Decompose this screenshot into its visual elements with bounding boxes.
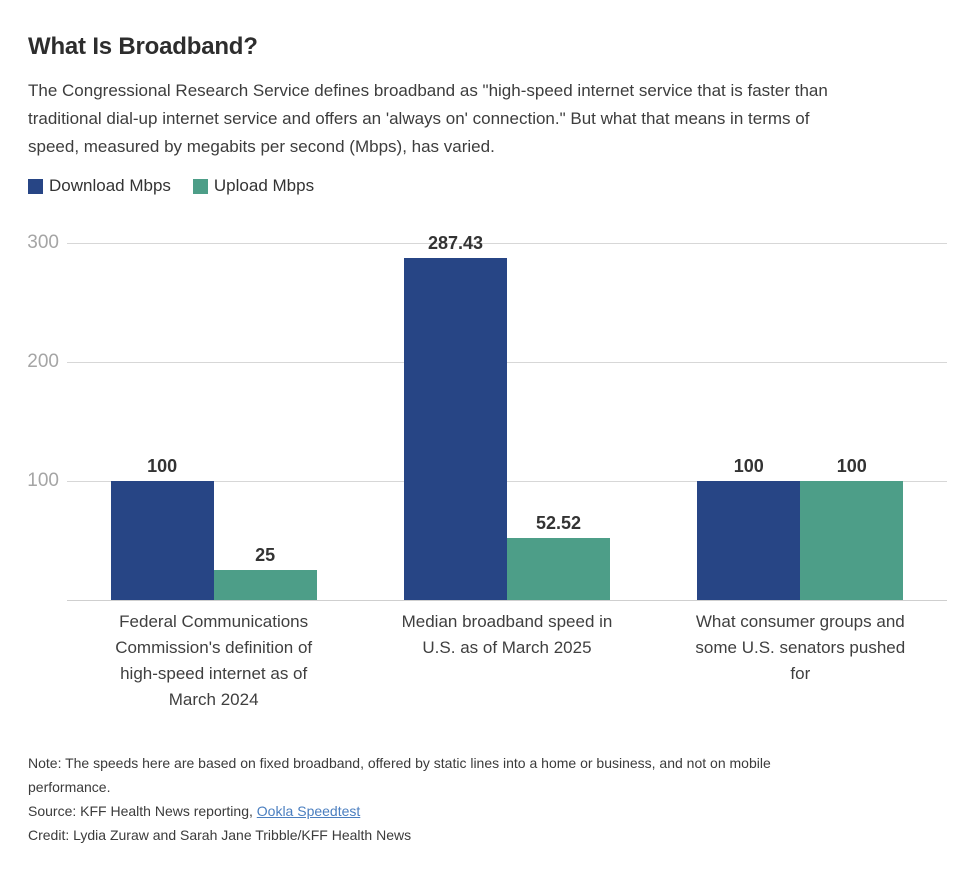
x-label-cell-2: Median broadband speed in U.S. as of Mar… xyxy=(360,609,653,713)
upload-swatch-icon xyxy=(192,178,208,194)
plot-area: 100 200 300 100 25 287.43 52.52 100 100 xyxy=(27,233,947,601)
bar-group-2: 287.43 52.52 xyxy=(360,233,653,600)
chart-footer: Note: The speeds here are based on fixed… xyxy=(28,751,950,847)
gridline-300 xyxy=(67,242,947,244)
footer-note: Note: The speeds here are based on fixed… xyxy=(28,755,771,795)
x-axis-category-label-3: What consumer groups and some U.S. senat… xyxy=(695,612,906,683)
bar-group-3: 100 100 xyxy=(654,243,947,600)
legend-label-download: Download Mbps xyxy=(49,176,171,195)
bar-value-label: 52.52 xyxy=(535,512,582,533)
x-axis-baseline xyxy=(67,599,947,601)
source-link[interactable]: Ookla Speedtest xyxy=(256,803,361,819)
footer-credit: Credit: Lydia Zuraw and Sarah Jane Tribb… xyxy=(28,827,412,843)
x-axis-category-label-2: Median broadband speed in U.S. as of Mar… xyxy=(401,612,613,657)
legend-item-download: Download Mbps xyxy=(28,176,171,196)
bar-value-label: 25 xyxy=(255,545,276,566)
bar-upload-group-2: 52.52 xyxy=(506,513,610,600)
bar-value-label: 287.43 xyxy=(427,232,484,253)
download-swatch-icon xyxy=(28,178,43,194)
gridline-200 xyxy=(67,361,947,363)
bar-upload-group-1: 25 xyxy=(213,545,317,600)
gridline-100 xyxy=(67,480,947,482)
bar-value-label: 100 xyxy=(733,456,764,476)
bar-value-label: 100 xyxy=(147,456,178,476)
bar-download-group-2: 287.43 xyxy=(403,233,507,600)
legend-label-upload: Upload Mbps xyxy=(213,176,315,195)
chart-description: The Congressional Research Service defin… xyxy=(28,81,828,156)
x-axis-category-label-1: Federal Communications Commission's defi… xyxy=(115,612,313,709)
bar-upload-group-3: 100 xyxy=(800,456,904,600)
bar-download-group-3: 100 xyxy=(697,456,801,600)
y-axis-tick-label-100: 100 xyxy=(27,470,59,492)
x-label-cell-3: What consumer groups and some U.S. senat… xyxy=(654,609,947,713)
chart-title: What Is Broadband? xyxy=(28,33,258,60)
x-axis-labels: Federal Communications Commission's defi… xyxy=(67,609,947,713)
chart-legend: Download Mbps Upload Mbps xyxy=(28,176,950,196)
bar-chart: 100 200 300 100 25 287.43 52.52 100 100 Federal … xyxy=(27,233,950,713)
bar-value-label: 100 xyxy=(836,456,867,476)
bar-group-1: 100 25 xyxy=(67,243,360,600)
x-label-cell-1: Federal Communications Commission's defi… xyxy=(67,609,360,713)
footer-source: Source: KFF Health News reporting, Ookla… xyxy=(28,799,950,823)
bar-groups: 100 25 287.43 52.52 100 100 xyxy=(67,233,947,600)
y-axis-tick-label-300: 300 xyxy=(27,232,59,253)
legend-item-upload: Upload Mbps xyxy=(192,176,315,196)
source-prefix: Source: KFF Health News reporting, xyxy=(28,803,257,819)
bar-download-group-1: 100 xyxy=(110,456,214,600)
y-axis-tick-label-200: 200 xyxy=(27,351,59,373)
